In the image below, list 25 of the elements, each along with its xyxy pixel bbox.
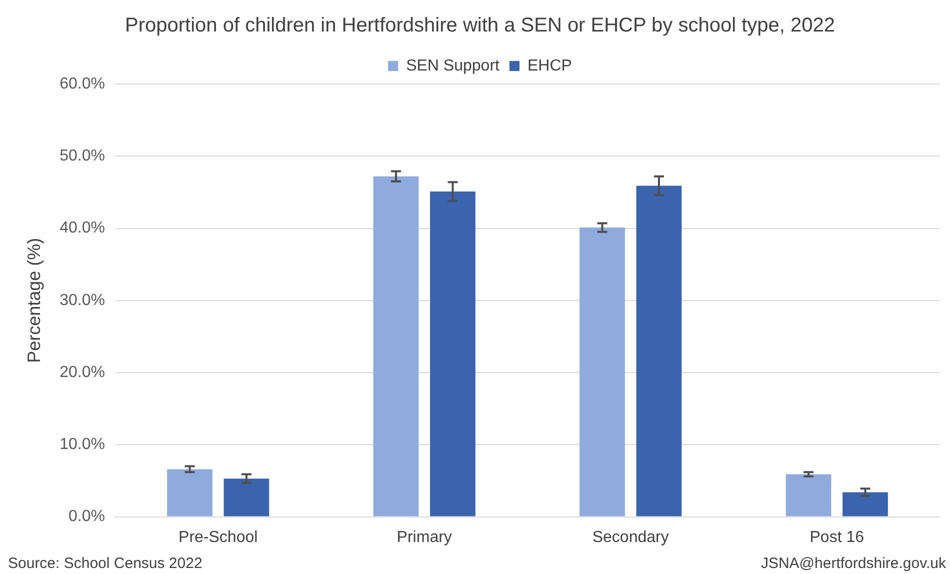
- y-tick-label: 40.0%: [60, 220, 105, 237]
- legend-label: SEN Support: [406, 57, 500, 74]
- y-tick-label: 50.0%: [60, 148, 105, 165]
- y-tick-label: 10.0%: [60, 436, 105, 454]
- x-tick-label: Pre-School: [178, 528, 258, 546]
- bar: [636, 186, 682, 516]
- y-tick-label: 0.0%: [68, 508, 105, 526]
- y-tick-label: 60.0%: [60, 75, 105, 92]
- bar: [167, 469, 212, 516]
- y-tick-label: 20.0%: [60, 364, 105, 381]
- chart-title: Proportion of children in Hertfordshire with a SEN or EHCP by school type, 2022: [125, 14, 835, 37]
- bar: [786, 474, 832, 516]
- bar: [430, 191, 476, 516]
- y-tick-label: 30.0%: [60, 292, 105, 309]
- legend-label: EHCP: [527, 57, 572, 74]
- x-tick-label: Secondary: [592, 528, 669, 546]
- text: JSNA@hertfordshire.gov.uk: [760, 555, 946, 572]
- bar: [580, 228, 625, 516]
- bar: [842, 492, 888, 516]
- bar: [224, 478, 270, 516]
- bar: [373, 176, 419, 516]
- source-note: Source: School Census 2022: [8, 555, 202, 572]
- x-tick-label: Post 16: [810, 528, 864, 546]
- y-axis-title: Percentage (%): [24, 238, 44, 363]
- x-tick-label: Primary: [396, 528, 452, 546]
